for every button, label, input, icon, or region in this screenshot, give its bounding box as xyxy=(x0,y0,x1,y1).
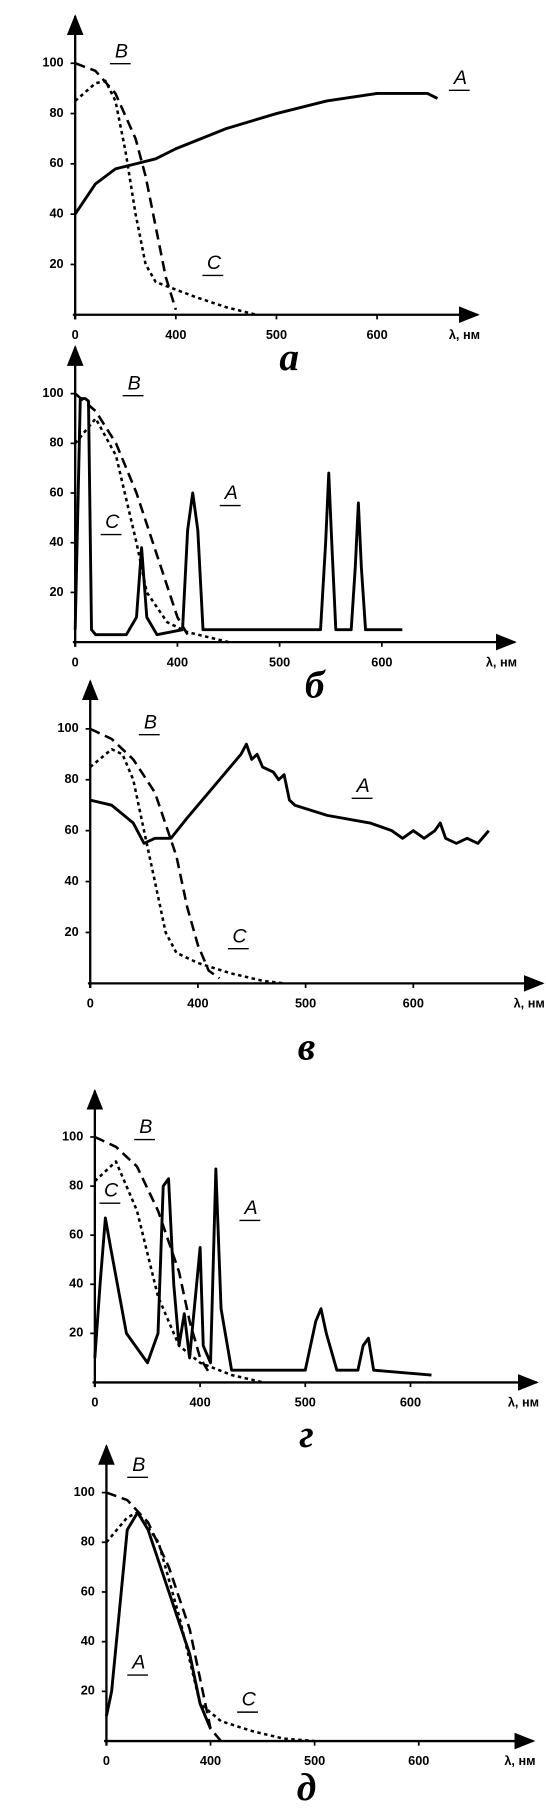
series-line xyxy=(89,747,285,985)
series-line xyxy=(94,1135,212,1376)
y-tick-label: 40 xyxy=(65,873,79,888)
y-tick-label: 60 xyxy=(81,1583,95,1598)
caption: в xyxy=(298,1024,316,1068)
y-tick-label: 60 xyxy=(49,155,63,170)
x-tick-label: 600 xyxy=(403,996,424,1011)
series-label: C xyxy=(104,1180,119,1202)
series-label: B xyxy=(128,372,141,394)
x-tick-label: 600 xyxy=(371,654,392,669)
x-tick-label: 400 xyxy=(165,327,186,342)
series-label: A xyxy=(243,1197,257,1219)
x-tick-label: 600 xyxy=(408,1753,429,1768)
y-tick-label: 80 xyxy=(65,771,79,786)
series-label: C xyxy=(242,1689,257,1711)
y-tick-label: 60 xyxy=(65,822,79,837)
x-tick-label: 0 xyxy=(72,327,79,342)
y-tick-label: 80 xyxy=(49,435,63,450)
series-label: A xyxy=(131,1652,145,1674)
y-tick-label: 100 xyxy=(74,1484,95,1499)
y-tick-label: 100 xyxy=(42,55,63,70)
y-tick-label: 20 xyxy=(49,256,63,271)
y-tick-label: 40 xyxy=(49,534,63,549)
x-axis-label: λ, нм xyxy=(514,996,545,1011)
x-tick-label: 600 xyxy=(366,327,387,342)
series-label: B xyxy=(132,1454,145,1476)
series-line xyxy=(74,62,178,311)
x-tick-label: 0 xyxy=(87,996,94,1011)
x-tick-label: 400 xyxy=(200,1753,221,1768)
y-tick-label: 100 xyxy=(42,385,63,400)
x-tick-label: 600 xyxy=(400,1395,421,1410)
series-line xyxy=(93,1167,432,1377)
x-tick-label: 500 xyxy=(295,1395,316,1410)
series-label: B xyxy=(115,40,128,62)
x-tick-label: 500 xyxy=(304,1753,325,1768)
series-line xyxy=(74,392,189,636)
x-axis-label: λ, нм xyxy=(508,1395,539,1410)
x-tick-label: 500 xyxy=(266,327,287,342)
caption: б xyxy=(305,662,326,706)
x-tick-label: 500 xyxy=(295,996,316,1011)
x-tick-label: 0 xyxy=(72,654,79,669)
y-tick-label: 100 xyxy=(57,720,78,735)
series-label: A xyxy=(453,67,467,89)
series-label: C xyxy=(232,925,247,947)
x-axis-label: λ, нм xyxy=(449,327,480,342)
series-line xyxy=(73,91,439,215)
x-tick-label: 500 xyxy=(269,654,290,669)
series-line xyxy=(89,727,221,980)
series-line xyxy=(93,1160,264,1384)
x-tick-label: 400 xyxy=(189,1395,210,1410)
y-tick-label: 20 xyxy=(49,584,63,599)
series-line xyxy=(105,1511,315,1743)
x-tick-label: 0 xyxy=(91,1395,98,1410)
x-tick-label: 400 xyxy=(187,996,208,1011)
series-label: C xyxy=(207,252,222,274)
series-line xyxy=(105,1491,222,1742)
caption: а xyxy=(279,335,299,379)
y-tick-label: 80 xyxy=(69,1177,83,1192)
y-tick-label: 80 xyxy=(81,1534,95,1549)
x-tick-label: 400 xyxy=(167,654,188,669)
y-tick-label: 100 xyxy=(62,1128,83,1143)
y-tick-label: 60 xyxy=(49,484,63,499)
series-line xyxy=(73,397,403,637)
caption: д xyxy=(297,1765,317,1809)
y-tick-label: 40 xyxy=(69,1276,83,1291)
y-tick-label: 40 xyxy=(81,1633,95,1648)
series-label: A xyxy=(356,775,370,797)
series-label: B xyxy=(139,1116,152,1138)
y-tick-label: 20 xyxy=(69,1325,83,1340)
series-label: A xyxy=(224,482,238,504)
y-tick-label: 60 xyxy=(69,1227,83,1242)
x-axis-label: λ, нм xyxy=(504,1753,535,1768)
x-axis-label: λ, нм xyxy=(486,654,517,669)
series-line xyxy=(89,742,490,845)
series-line xyxy=(74,79,257,316)
y-tick-label: 80 xyxy=(49,105,63,120)
caption: г xyxy=(299,1412,314,1456)
y-tick-label: 20 xyxy=(65,924,79,939)
y-tick-label: 40 xyxy=(49,205,63,220)
series-label: B xyxy=(144,711,157,733)
series-label: C xyxy=(105,511,120,533)
x-tick-label: 0 xyxy=(103,1753,110,1768)
series-line xyxy=(74,417,229,644)
y-tick-label: 20 xyxy=(81,1683,95,1698)
series-line xyxy=(105,1511,212,1730)
